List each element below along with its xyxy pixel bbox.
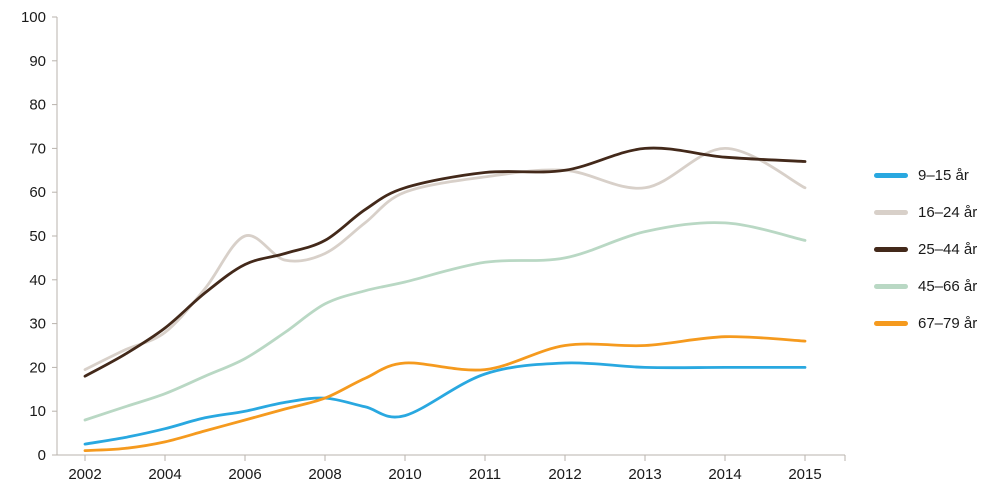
x-tick-label: 2013: [628, 466, 661, 483]
y-tick-label: 70: [29, 140, 46, 157]
legend-swatch: [874, 173, 908, 178]
y-tick-label: 40: [29, 272, 46, 289]
y-tick-label: 30: [29, 316, 46, 333]
x-tick-label: 2011: [469, 466, 501, 483]
x-tick-label: 2002: [68, 466, 101, 483]
series-line-45–66 år: [83, 221, 807, 422]
series-line-67–79 år: [83, 335, 807, 452]
chart-legend: 9–15 år 16–24 år 25–44 år 45–66 år 67–79 år: [874, 165, 977, 350]
x-tick-label: 2006: [228, 466, 261, 483]
y-tick-label: 60: [29, 184, 46, 201]
legend-swatch: [874, 321, 908, 326]
legend-item: 9–15 år: [874, 165, 977, 186]
x-tick-label: 2015: [788, 466, 821, 483]
x-tick-label: 2004: [148, 466, 181, 483]
y-tick-label: 80: [29, 97, 46, 114]
legend-swatch: [874, 284, 908, 289]
legend-label: 67–79 år: [918, 315, 978, 332]
x-tick-label: 2008: [308, 466, 341, 483]
y-tick-label: 10: [29, 403, 46, 420]
x-tick-label: 2014: [708, 466, 741, 483]
x-tick-label: 2012: [548, 466, 581, 483]
legend-item: 16–24 år: [874, 202, 977, 223]
chart-plot-area: 0 10 20 30 40 50 60 70 80 90 100 2002 2004 2006 2008 20…: [21, 9, 846, 483]
y-tick-label: 20: [29, 359, 46, 376]
y-tick-label: 100: [21, 9, 46, 26]
series-line-9–15 år: [83, 361, 807, 446]
series-line-16–24 år: [83, 147, 807, 371]
legend-label: 16–24 år: [918, 204, 978, 221]
series-line-25–44 år: [83, 146, 807, 378]
legend-swatch: [874, 210, 908, 215]
legend-label: 25–44 år: [918, 241, 978, 258]
legend-swatch: [874, 247, 908, 252]
legend-label: 45–66 år: [918, 278, 978, 295]
legend-item: 45–66 år: [874, 276, 977, 297]
legend-item: 67–79 år: [874, 313, 977, 334]
legend-item: 25–44 år: [874, 239, 977, 260]
y-tick-label: 90: [29, 53, 46, 70]
y-tick-label: 50: [29, 228, 46, 245]
legend-label: 9–15 år: [918, 167, 969, 184]
x-tick-label: 2010: [388, 466, 421, 483]
y-tick-label: 0: [38, 447, 46, 464]
